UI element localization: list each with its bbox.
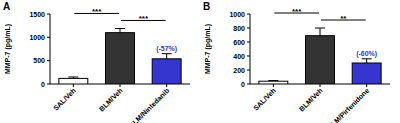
y-tick [47,60,50,61]
x-tick [73,84,74,87]
bar [352,63,381,84]
y-tick [47,84,50,85]
error-cap [162,53,172,54]
y-tick [247,42,250,43]
x-tick-label: BLM/Veh [298,87,324,113]
marks [259,28,381,84]
panel: B MMP-7 (pg/mL) 0 200 400 600 800 1000 SAL/Veh BL… [203,1,390,123]
significance-label: ** [340,14,347,23]
panel: A MMP-7 (pg/mL) 0 500 1000 1500 SAL/Veh BLM/Veh… [3,1,190,123]
y-tick-label: 1000 [229,11,245,18]
x-tick-label: BLM/Pirfenidone [326,87,370,123]
x-tick-label: BLM/Veh [98,87,124,113]
annotation: (-57%) [156,45,177,53]
error-cap [362,58,372,59]
y-tick-label: 400 [233,53,245,60]
x-tick [320,84,321,87]
bar [259,81,288,84]
significance-label: *** [292,7,302,16]
error-bar [115,28,125,32]
figure: A MMP-7 (pg/mL) 0 500 1000 1500 SAL/Veh BLM/Veh… [0,0,400,123]
x-tick-label: SAL/Veh [252,87,277,112]
y-tick-label: 200 [233,67,245,74]
y-tick [247,56,250,57]
y-tick [247,84,250,85]
error-line [166,54,167,59]
error-cap [268,80,278,81]
significance-label: *** [139,14,149,23]
y-tick-label: 500 [33,57,45,64]
error-bar [162,54,172,59]
x-tick-label: BLM/Nintedanib [128,87,171,123]
bar [106,33,135,84]
error-bar [362,59,372,63]
y-axis-label: MMP-7 (pg/mL) [204,24,212,74]
error-bar [68,77,78,78]
y-tick-label: 1500 [29,11,45,18]
y-tick [47,37,50,38]
y-tick-label: 800 [233,25,245,32]
error-line [366,59,367,63]
panel-title: B [203,1,210,12]
marks [59,28,181,84]
y-tick [247,14,250,15]
y-axis [50,14,51,84]
bar [306,36,335,84]
y-tick-label: 600 [233,39,245,46]
error-bar [315,28,325,36]
y-tick-label: 0 [241,81,245,88]
bar [59,78,88,84]
y-tick [247,70,250,71]
error-line [120,28,121,32]
y-tick-label: 1000 [29,34,45,41]
x-tick [166,84,167,87]
y-axis-label: MMP-7 (pg/mL) [4,24,12,74]
bar [152,59,181,84]
x-tick [120,84,121,87]
significance-label: *** [92,7,102,16]
y-tick [247,28,250,29]
error-cap [315,28,325,29]
x-tick [366,84,367,87]
x-tick [273,84,274,87]
error-cap [68,77,78,78]
panel-title: A [3,1,10,12]
error-line [320,28,321,36]
y-tick [47,14,50,15]
y-tick-label: 0 [41,81,45,88]
error-cap [115,28,125,29]
x-tick-label: SAL/Veh [52,87,77,112]
error-bar [268,80,278,82]
annotation: (-60%) [356,50,377,58]
y-axis [250,14,251,84]
